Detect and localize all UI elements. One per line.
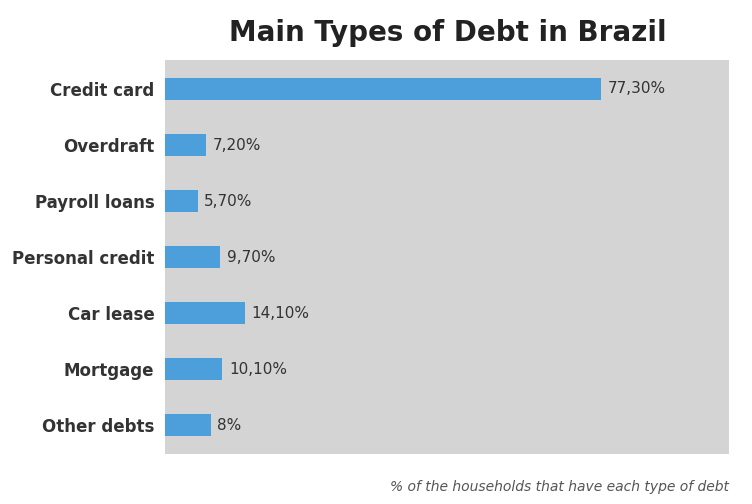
Bar xyxy=(165,414,211,436)
Bar xyxy=(165,78,602,100)
Text: 5,70%: 5,70% xyxy=(205,194,253,209)
Text: 10,10%: 10,10% xyxy=(229,361,287,376)
Text: % of the households that have each type of debt: % of the households that have each type … xyxy=(390,480,729,494)
Bar xyxy=(165,358,223,380)
Bar xyxy=(165,135,206,156)
Bar xyxy=(165,246,220,268)
Text: 7,20%: 7,20% xyxy=(213,138,261,153)
Bar xyxy=(165,191,198,212)
Text: 77,30%: 77,30% xyxy=(608,82,666,96)
Text: 9,70%: 9,70% xyxy=(227,249,275,265)
Text: 14,10%: 14,10% xyxy=(252,305,310,321)
Text: 8%: 8% xyxy=(217,418,241,432)
Bar xyxy=(165,302,245,324)
Title: Main Types of Debt in Brazil: Main Types of Debt in Brazil xyxy=(229,19,666,47)
